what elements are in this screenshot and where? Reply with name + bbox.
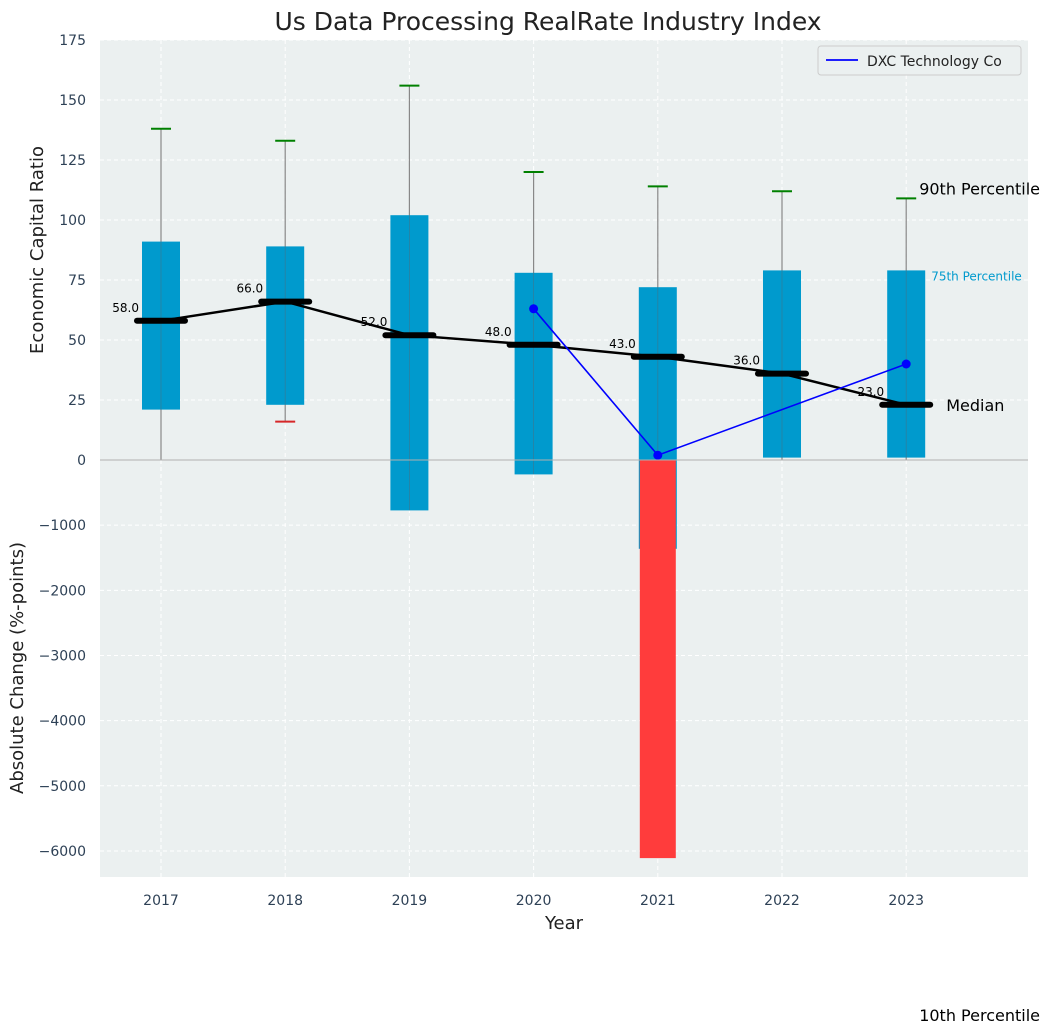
x-tick-2019: 2019 [392,893,428,909]
annotation-90th-percentile: 90th Percentile [919,179,1040,198]
annotation-10th-percentile: 10th Percentile [919,1006,1040,1025]
x-tick-2021: 2021 [640,893,676,909]
y-tick-top: 25 [68,393,86,409]
x-tick-2023: 2023 [888,893,924,909]
series-point-dxc-2020 [529,304,539,314]
legend-box [817,45,1022,76]
y-tick-top: 125 [59,153,86,169]
chart-title: Us Data Processing RealRate Industry Ind… [274,7,821,36]
median-label-2023: 23.0 [857,385,884,399]
x-tick-2020: 2020 [516,893,552,909]
annotation-75th-percentile: 75th Percentile [931,269,1022,283]
y-tick-bottom: −3000 [39,648,86,664]
axes: 0 25 50 75 100 125 150 175 −1000 −2000 −3000 −4000 −… [39,33,1028,909]
change-bar-2021 [639,460,676,859]
annotation-median: Median [946,396,1004,415]
y-tick-bottom: −4000 [39,714,86,730]
x-tick-2017: 2017 [143,893,179,909]
y-tick-bottom: −1000 [39,518,86,534]
x-tick-2018: 2018 [267,893,303,909]
median-label-2018: 66.0 [236,282,263,296]
median-label-2021: 43.0 [609,337,636,351]
plot-area-bottom [100,460,1028,877]
legend-label-dxc: DXC Technology Co [867,54,1002,70]
y-tick-bottom: −6000 [39,844,86,860]
y-tick-top: 175 [59,33,86,49]
median-label-2017: 58.0 [112,301,139,315]
median-label-2019: 52.0 [361,315,388,329]
plot-area-top [100,40,1028,460]
series-point-dxc-2021 [653,450,663,460]
y-tick-bottom: −5000 [39,779,86,795]
y-tick-bottom: −2000 [39,583,86,599]
y-axis-label-top: Economic Capital Ratio [27,146,48,354]
y-tick-top: 150 [59,93,86,109]
y-tick-top: 75 [68,273,86,289]
x-tick-2022: 2022 [764,893,800,909]
median-label-2022: 36.0 [733,354,760,368]
median-label-2020: 48.0 [485,325,512,339]
legend: DXC Technology Co [817,45,1022,76]
change-bar-panel [639,460,676,859]
y-axis-label-bottom: Absolute Change (%-points) [7,542,28,794]
y-tick-top: 50 [68,333,86,349]
y-tick-top: 0 [77,453,86,469]
series-point-dxc-2023 [901,359,911,369]
x-axis-label: Year [544,913,584,934]
y-tick-top: 100 [59,213,86,229]
